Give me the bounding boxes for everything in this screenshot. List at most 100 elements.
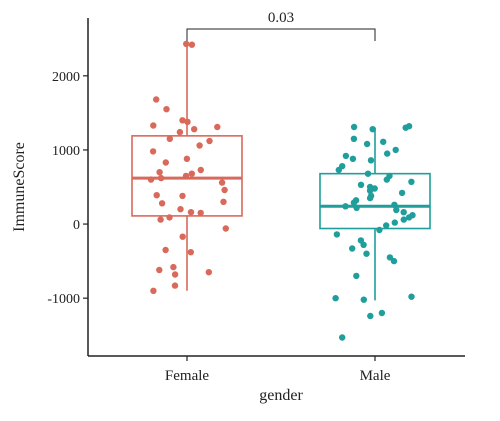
- data-point-male: [363, 140, 371, 148]
- data-point-female: [150, 287, 157, 294]
- data-point-male: [363, 250, 370, 257]
- data-point-female: [197, 166, 204, 174]
- data-point-female: [153, 96, 160, 103]
- data-point-female: [157, 174, 165, 182]
- data-point-female: [187, 249, 194, 256]
- data-point-female: [179, 117, 186, 124]
- p-value-label: 0.03: [268, 10, 294, 26]
- data-point-male: [350, 199, 358, 206]
- data-point-female: [220, 198, 227, 205]
- data-point-male: [353, 204, 360, 211]
- data-point-male: [369, 126, 376, 133]
- data-point-male: [392, 146, 399, 154]
- data-point-male: [400, 216, 407, 223]
- boxplot-group: [131, 44, 431, 301]
- data-point-male: [349, 155, 357, 162]
- x-axis: Female Male: [88, 355, 465, 384]
- data-point-female: [206, 137, 213, 145]
- data-point-female: [197, 209, 204, 217]
- data-point-female: [196, 142, 203, 149]
- data-point-male: [357, 181, 365, 188]
- data-point-male: [391, 201, 398, 208]
- data-point-female: [162, 246, 169, 254]
- data-point-male: [398, 189, 406, 197]
- data-point-male: [391, 219, 398, 226]
- data-point-female: [171, 271, 179, 278]
- data-point-female: [179, 233, 186, 240]
- data-point-male: [383, 222, 390, 229]
- y-tick-label: 0: [73, 218, 80, 233]
- data-point-male: [405, 214, 413, 221]
- data-point-female: [176, 128, 184, 136]
- data-point-male: [376, 226, 383, 234]
- data-point-female: [149, 148, 157, 155]
- significance-bracket: 0.03: [186, 10, 376, 41]
- data-point-female: [153, 192, 160, 199]
- data-point-male: [353, 272, 360, 280]
- data-point-male: [400, 209, 407, 216]
- data-point-female: [183, 40, 190, 48]
- data-point-female: [182, 172, 190, 180]
- data-point-female: [177, 206, 184, 213]
- data-point-male: [367, 157, 375, 164]
- data-point-female: [184, 118, 191, 126]
- data-point-male: [393, 206, 400, 214]
- data-point-female: [222, 225, 229, 232]
- y-tick-label: 2000: [52, 70, 80, 85]
- data-point-male: [333, 231, 341, 238]
- data-point-female: [214, 123, 221, 131]
- data-point-male: [350, 135, 358, 142]
- data-point-male: [380, 138, 387, 145]
- data-point-female: [179, 192, 186, 200]
- data-point-female: [156, 169, 163, 176]
- data-point-female: [163, 106, 170, 113]
- y-axis-title: ImmuneScore: [11, 142, 28, 232]
- data-point-male: [408, 178, 415, 185]
- data-point-male: [360, 241, 367, 248]
- y-axis: 2000 1000 0 -1000: [47, 18, 89, 356]
- data-point-male: [366, 194, 374, 202]
- data-point-female: [147, 176, 155, 183]
- data-point-female: [170, 263, 177, 271]
- data-point-male: [364, 170, 372, 177]
- data-point-male: [342, 152, 350, 160]
- data-point-male: [349, 245, 356, 252]
- data-point-female: [188, 170, 195, 177]
- data-point-male: [386, 254, 394, 261]
- data-point-male: [408, 293, 415, 300]
- data-point-female: [188, 41, 196, 48]
- data-point-female: [158, 200, 166, 207]
- data-point-female: [150, 122, 157, 129]
- data-point-male: [367, 312, 374, 320]
- data-point-female: [166, 214, 173, 221]
- x-axis-title: gender: [259, 387, 303, 404]
- data-point-female: [156, 266, 163, 274]
- x-tick-label-female: Female: [165, 368, 209, 384]
- y-tick-label: 1000: [52, 144, 80, 159]
- data-point-male: [383, 176, 390, 183]
- data-point-male: [342, 203, 349, 210]
- data-point-female: [221, 186, 228, 194]
- data-point-male: [360, 296, 367, 303]
- data-point-male: [335, 166, 342, 174]
- data-point-female: [162, 159, 169, 166]
- data-point-female: [171, 282, 179, 289]
- data-point-female: [218, 179, 226, 186]
- data-point-female: [191, 126, 198, 133]
- data-point-female: [205, 269, 212, 276]
- male-box: [319, 172, 431, 230]
- y-tick-label: -1000: [47, 292, 80, 307]
- data-point-female: [157, 216, 164, 223]
- jitter-points: [147, 40, 416, 341]
- data-point-male: [384, 150, 391, 157]
- data-point-female: [187, 209, 195, 216]
- data-point-male: [366, 187, 374, 194]
- data-point-male: [378, 309, 386, 317]
- data-point-female: [166, 135, 173, 142]
- data-point-male: [332, 295, 339, 302]
- data-point-male: [402, 124, 409, 131]
- significance-bracket-line: [186, 28, 376, 41]
- x-tick-label-male: Male: [360, 368, 391, 384]
- data-point-male: [350, 123, 358, 131]
